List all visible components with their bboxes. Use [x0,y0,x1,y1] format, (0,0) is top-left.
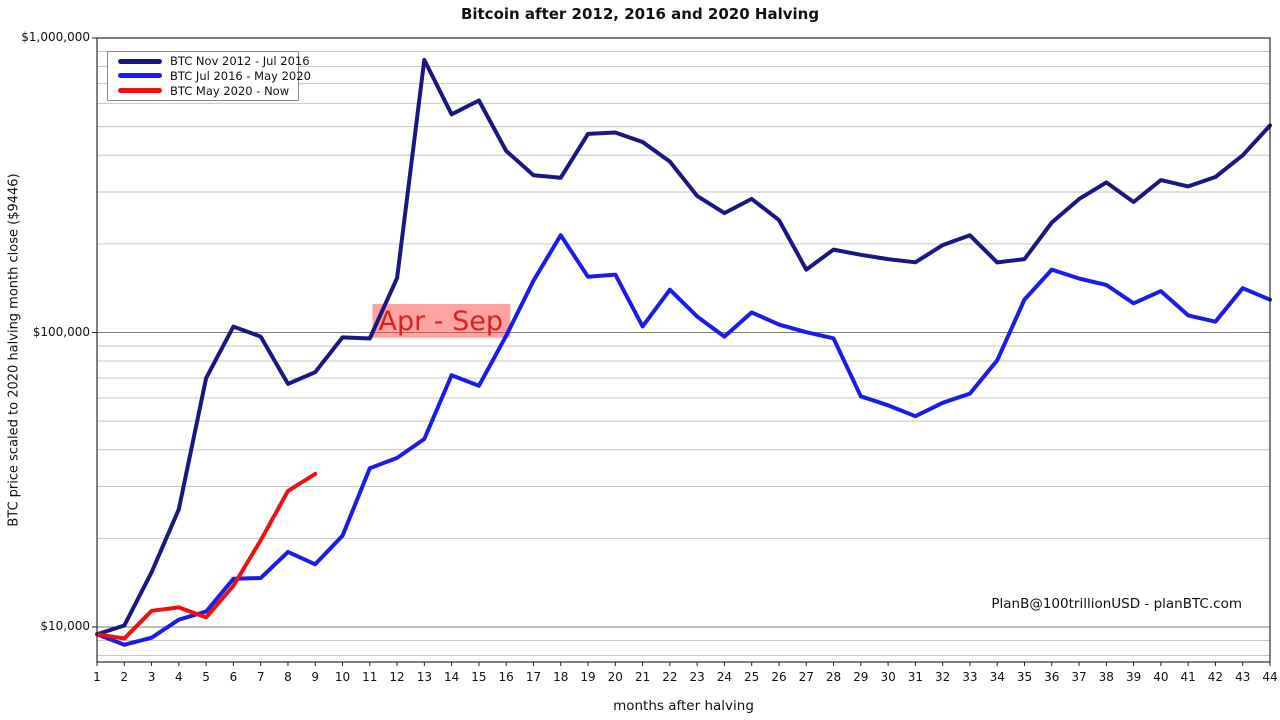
watermark-text: PlanB@100trillionUSD - planBTC.com [991,596,1242,612]
legend-label: BTC May 2020 - Now [170,83,290,98]
x-tick-label: 11 [362,670,378,684]
series-line-0 [95,57,1272,637]
x-tick-label: 17 [525,670,542,684]
legend-label: BTC Nov 2012 - Jul 2016 [170,54,310,69]
x-tick-label: 42 [1207,670,1224,684]
x-axis-label: months after halving [613,698,754,714]
x-tick-label: 44 [1262,670,1278,684]
x-tick-label: 13 [416,670,432,684]
y-tick-labels: $10,000 $100,000 $1,000,000 [0,0,90,720]
x-tick-label: 7 [256,670,265,684]
x-tick-label: 27 [798,670,814,684]
x-tick-label: 34 [989,670,1005,684]
x-tick-label: 31 [907,670,923,684]
x-tick-label: 38 [1098,670,1114,684]
chart-title: Bitcoin after 2012, 2016 and 2020 Halvin… [460,5,820,23]
x-tick-label: 3 [147,670,156,684]
x-tick-label: 22 [662,670,678,684]
x-tick-label: 39 [1125,670,1142,684]
annotation-highlight [372,303,511,338]
x-tick-label: 14 [443,670,460,684]
x-tick-label: 36 [1044,670,1060,684]
legend-swatch-icon [118,88,162,94]
legend-swatch-icon [118,73,162,79]
x-tick-label: 4 [175,670,183,684]
x-tick-label: 8 [284,670,292,684]
legend-item-0: BTC Nov 2012 - Jul 2016 [108,54,310,68]
x-tick-label: 28 [825,670,842,684]
x-tick-label: 35 [1016,670,1033,684]
x-tick-label: 25 [744,670,760,684]
legend-box: BTC Nov 2012 - Jul 2016 BTC Jul 2016 - Ma… [107,51,311,101]
x-tick-label: 5 [202,670,210,684]
x-tick-label: 32 [935,670,951,684]
x-tick-label: 43 [1235,670,1251,684]
x-tick-label: 16 [498,670,514,684]
x-tick-label: 29 [853,670,869,684]
x-tick-label: 19 [580,670,596,684]
legend-label: BTC Jul 2016 - May 2020 [170,68,311,83]
x-tick-label: 15 [471,670,487,684]
x-tick-label: 23 [689,670,705,684]
x-tick-label: 6 [229,670,238,684]
x-tick-label: 12 [389,670,405,684]
series-line-1 [95,233,1272,647]
x-tick-label: 33 [962,670,978,684]
annotation-label: Apr - Sep [378,305,504,337]
x-tick-label: 24 [716,670,733,684]
x-tick-label: 30 [880,670,896,684]
series-line-2 [95,471,318,641]
y-tick-label: $1,000,000 [21,30,90,44]
x-tick-label: 21 [634,670,651,684]
x-tick-label: 1 [93,670,101,684]
x-tick-label: 40 [1153,670,1169,684]
legend-swatch-icon [118,58,162,64]
x-tick-label: 9 [311,670,320,684]
x-tick-label: 18 [553,670,569,684]
legend-item-2: BTC May 2020 - Now [108,84,298,98]
legend-item-1: BTC Jul 2016 - May 2020 [108,69,311,83]
plot-border [96,37,1271,663]
x-tick-label: 20 [607,670,623,684]
x-tick-label: 41 [1180,670,1196,684]
x-tick-label: 2 [120,670,129,684]
x-tick-label: 10 [334,670,351,684]
y-tick-label: $100,000 [32,324,90,339]
x-tick-label: 26 [771,670,787,684]
x-tick-label: 37 [1071,670,1087,684]
y-tick-label: $10,000 [40,619,90,633]
